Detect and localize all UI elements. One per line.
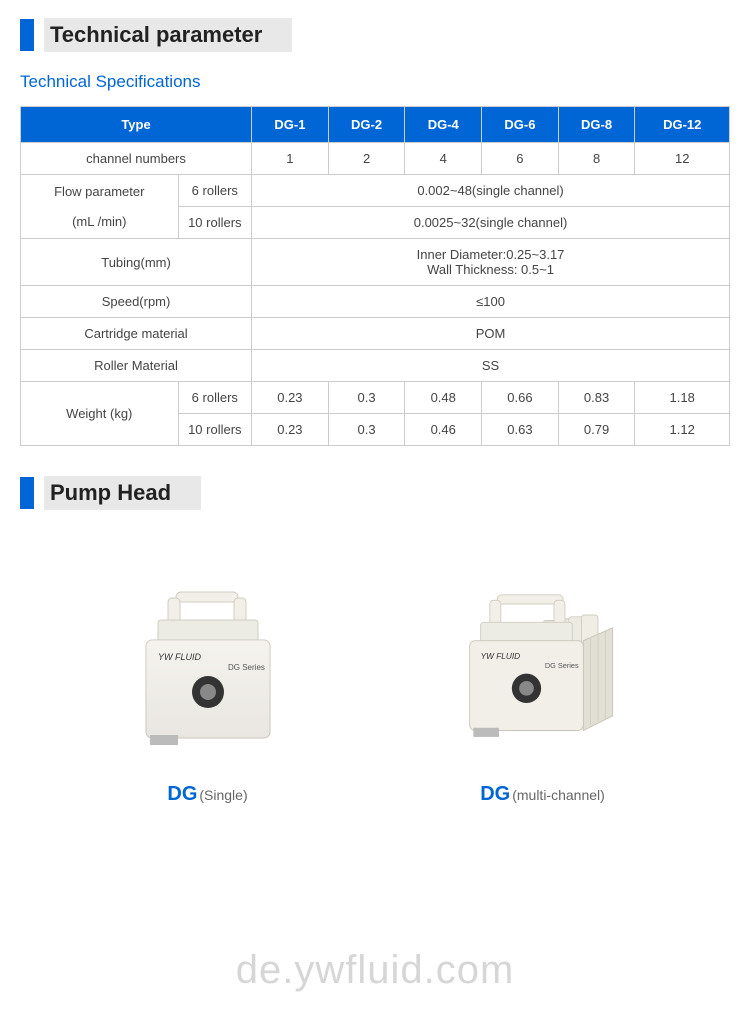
accent-bar	[20, 19, 34, 51]
watermark: de.ywfluid.com	[236, 948, 515, 993]
cell: 0.83	[558, 382, 635, 414]
cell: 6 rollers	[178, 382, 252, 414]
table-row: Cartridge material POM	[21, 318, 730, 350]
cell: 0.46	[405, 414, 482, 446]
cell: Speed(rpm)	[21, 286, 252, 318]
svg-text:YW FLUID: YW FLUID	[158, 652, 202, 662]
svg-text:DG Series: DG Series	[544, 661, 578, 670]
cell: 0.23	[252, 382, 329, 414]
th-dg4: DG-4	[405, 107, 482, 143]
accent-bar	[20, 477, 34, 509]
cell: 0.79	[558, 414, 635, 446]
text: Flow parameter	[54, 184, 144, 199]
table-row: Weight (kg) 6 rollers 0.23 0.3 0.48 0.66…	[21, 382, 730, 414]
cell: Roller Material	[21, 350, 252, 382]
text: (multi-channel)	[512, 787, 605, 803]
section-header-pump: Pump Head	[20, 476, 750, 510]
cell: POM	[252, 318, 730, 350]
cell: 1.12	[635, 414, 730, 446]
cell: 1.18	[635, 382, 730, 414]
cell: 0.3	[328, 382, 405, 414]
cell: ≤100	[252, 286, 730, 318]
cell: 4	[405, 143, 482, 175]
cell: Cartridge material	[21, 318, 252, 350]
svg-text:DG Series: DG Series	[228, 663, 265, 672]
pump-multi-icon: YW FLUID DG Series	[433, 570, 653, 770]
cell: SS	[252, 350, 730, 382]
text: (Single)	[199, 787, 247, 803]
cell-weight-label: Weight (kg)	[21, 382, 179, 446]
pump-multi: YW FLUID DG Series DG (multi-channel)	[403, 570, 683, 806]
th-dg1: DG-1	[252, 107, 329, 143]
th-dg6: DG-6	[482, 107, 559, 143]
table-row: channel numbers 1 2 4 6 8 12	[21, 143, 730, 175]
table-row: Speed(rpm) ≤100	[21, 286, 730, 318]
pump-multi-label: DG (multi-channel)	[403, 783, 683, 806]
section-header-tech: Technical parameter	[20, 18, 750, 52]
cell: 0.3	[328, 414, 405, 446]
section-title: Technical parameter	[44, 18, 292, 52]
cell: 0.63	[482, 414, 559, 446]
th-dg8: DG-8	[558, 107, 635, 143]
cell-channel-label: channel numbers	[21, 143, 252, 175]
table-row: Flow parameter (mL /min) 6 rollers 0.002…	[21, 175, 730, 207]
pump-single-icon: YW FLUID DG Series	[98, 570, 318, 770]
text: Wall Thickness: 0.5~1	[427, 262, 554, 277]
svg-text:YW FLUID: YW FLUID	[480, 652, 519, 661]
cell: 0.66	[482, 382, 559, 414]
pump-single: YW FLUID DG Series DG (Single)	[68, 570, 348, 806]
th-type: Type	[21, 107, 252, 143]
cell-tubing-label: Tubing(mm)	[21, 239, 252, 286]
text: DG	[167, 783, 197, 806]
table-row: Tubing(mm) Inner Diameter:0.25~3.17 Wall…	[21, 239, 730, 286]
cell-flow-label: Flow parameter (mL /min)	[21, 175, 179, 239]
cell: 0.48	[405, 382, 482, 414]
cell: 12	[635, 143, 730, 175]
cell: 0.0025~32(single channel)	[252, 207, 730, 239]
cell: 1	[252, 143, 329, 175]
cell: 0.002~48(single channel)	[252, 175, 730, 207]
spec-table: Type DG-1 DG-2 DG-4 DG-6 DG-8 DG-12 chan…	[20, 106, 730, 446]
table-row: Roller Material SS	[21, 350, 730, 382]
section-title: Pump Head	[44, 476, 201, 510]
text: (mL /min)	[72, 214, 126, 229]
cell: 2	[328, 143, 405, 175]
cell: 6 rollers	[178, 175, 252, 207]
subtitle: Technical Specifications	[20, 72, 750, 92]
th-dg12: DG-12	[635, 107, 730, 143]
th-dg2: DG-2	[328, 107, 405, 143]
text: DG	[480, 783, 510, 806]
cell: 6	[482, 143, 559, 175]
cell: Inner Diameter:0.25~3.17 Wall Thickness:…	[252, 239, 730, 286]
cell: 10 rollers	[178, 207, 252, 239]
cell: 8	[558, 143, 635, 175]
text: Inner Diameter:0.25~3.17	[417, 247, 565, 262]
cell: 0.23	[252, 414, 329, 446]
table-header-row: Type DG-1 DG-2 DG-4 DG-6 DG-8 DG-12	[21, 107, 730, 143]
pump-single-label: DG (Single)	[68, 783, 348, 806]
cell: 10 rollers	[178, 414, 252, 446]
pump-container: YW FLUID DG Series DG (Single)	[0, 570, 750, 806]
